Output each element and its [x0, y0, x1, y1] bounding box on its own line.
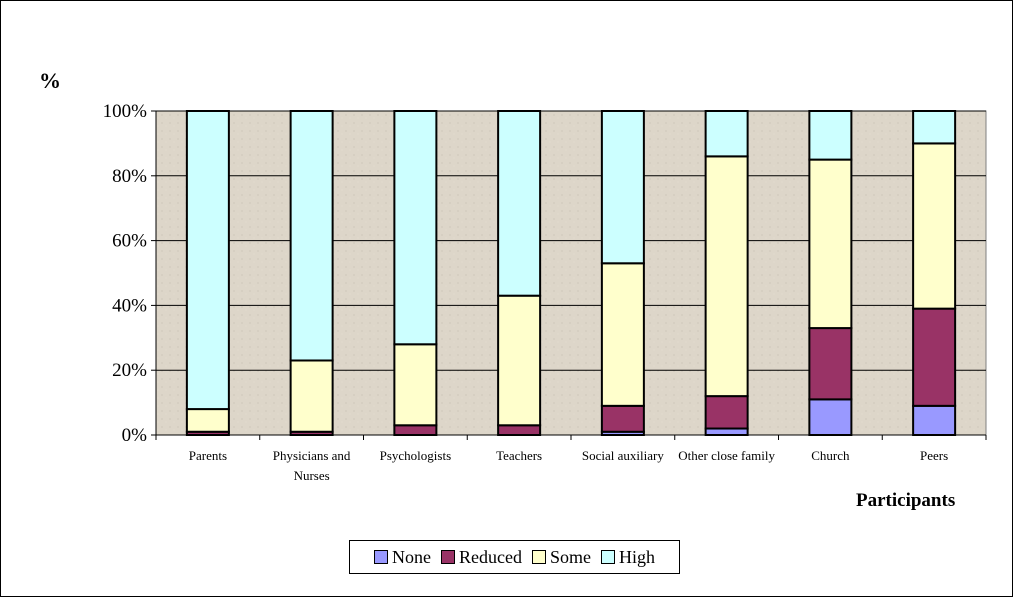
bar-segment-some: [185, 408, 230, 433]
bar-segment-high: [808, 110, 853, 161]
bar-segment-some: [808, 158, 853, 330]
bar-segment-some: [289, 359, 334, 433]
bar-segment-high: [185, 110, 230, 411]
bar-segment-some: [497, 294, 542, 427]
legend-item: Some: [531, 546, 591, 568]
legend-swatch: [601, 550, 615, 564]
legend-label: High: [619, 546, 655, 567]
legend: None Reduced Some High: [349, 540, 680, 574]
legend-swatch: [441, 550, 455, 564]
bar-segment-some: [393, 343, 438, 427]
legend-item: High: [601, 547, 655, 568]
bar-segment-reduced: [808, 327, 853, 401]
bar-segment-high: [497, 110, 542, 297]
legend-label: Some: [549, 546, 591, 567]
category-label: Peers: [920, 448, 949, 463]
y-tick-label: 60%: [112, 231, 147, 252]
x-axis-label: Participants: [856, 490, 956, 511]
category-label: Psychologists: [379, 448, 452, 463]
legend-label: None: [392, 546, 431, 567]
x-axis-ticks: [155, 435, 987, 440]
bar-segment-reduced: [600, 404, 645, 433]
category-label: Teachers: [496, 448, 543, 463]
category-label: Parents: [188, 448, 228, 463]
legend-label: Reduced: [459, 546, 522, 567]
category-label: Social auxiliary: [581, 448, 664, 463]
y-tick-label: 0%: [122, 425, 148, 446]
bar-segment-reduced: [497, 424, 542, 436]
legend-item: None: [374, 547, 431, 568]
y-axis-label: %: [39, 68, 61, 93]
bar-segment-high: [704, 110, 749, 158]
y-tick-label: 100%: [103, 101, 148, 122]
bar-segment-reduced: [704, 395, 749, 430]
y-tick-label: 40%: [112, 295, 147, 316]
bar-segment-some: [600, 262, 645, 407]
bar-segment-some: [912, 142, 957, 310]
plot-area: [155, 110, 987, 436]
y-axis: 0% 20% 40% 60% 80% 100%: [103, 101, 157, 446]
bar-segment-high: [393, 110, 438, 346]
bar-segment-reduced: [393, 424, 438, 436]
bar-segment-none: [912, 404, 957, 436]
bars: [185, 110, 957, 437]
y-tick-label: 20%: [112, 360, 147, 381]
bar-segment-high: [600, 110, 645, 265]
legend-item: Reduced: [441, 547, 522, 568]
bar-segment-some: [704, 155, 749, 398]
category-label: Church: [811, 448, 850, 463]
bar-segment-high: [912, 110, 957, 145]
category-label: Other close family: [678, 448, 775, 463]
legend-swatch: [531, 550, 546, 564]
category-label: Physicians and Nurses: [272, 448, 351, 483]
bar-segment-none: [808, 398, 853, 436]
bar-segment-high: [289, 110, 334, 362]
bar-segment-reduced: [912, 307, 957, 407]
legend-swatch: [374, 550, 388, 564]
y-tick-label: 80%: [112, 166, 147, 187]
